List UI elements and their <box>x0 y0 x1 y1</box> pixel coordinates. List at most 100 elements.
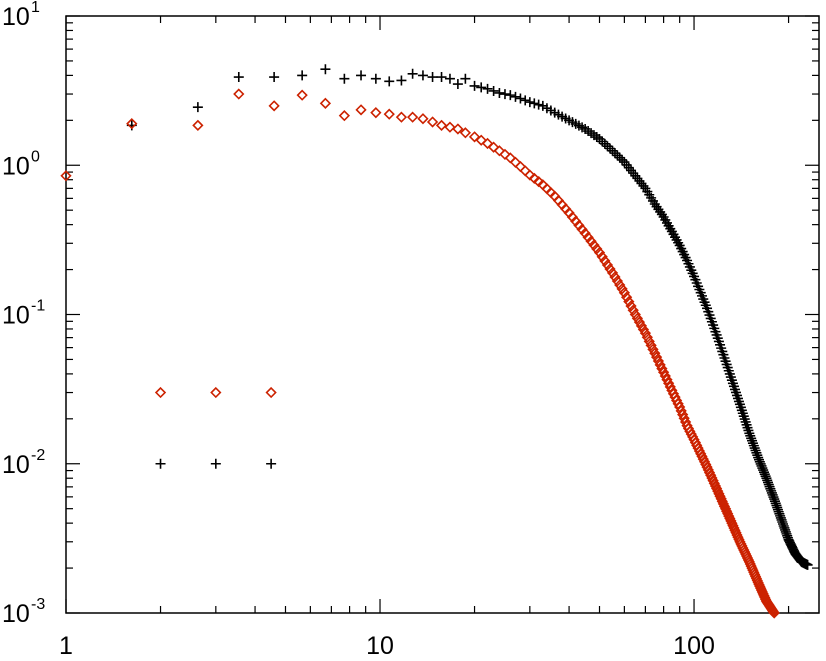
y-tick-label-base: 10 <box>2 451 30 479</box>
data-point <box>605 143 616 154</box>
legend-marker <box>154 386 167 399</box>
data-point <box>444 73 455 84</box>
data-point <box>417 113 429 125</box>
y-tick-label-base: 10 <box>2 600 30 628</box>
data-point <box>297 70 308 81</box>
data-point <box>504 152 516 164</box>
data-point <box>533 99 544 110</box>
series-diamond <box>60 88 780 619</box>
data-point <box>709 480 722 492</box>
data-point <box>488 85 499 96</box>
data-point <box>725 515 737 527</box>
data-point <box>519 165 531 177</box>
y-tick-label: 10 -3 <box>2 596 45 628</box>
data-point <box>452 79 463 90</box>
data-point <box>635 320 648 332</box>
data-point <box>606 267 619 279</box>
data-point <box>591 243 603 255</box>
x-tick-label: 100 <box>673 632 715 660</box>
data-point <box>749 443 760 454</box>
data-point <box>745 430 756 441</box>
data-point <box>319 97 332 109</box>
data-point <box>510 91 521 102</box>
x-tick-label: 1 <box>59 632 73 660</box>
data-point <box>611 275 624 287</box>
data-point <box>444 121 456 133</box>
y-tick-label-exponent: -1 <box>31 298 45 315</box>
data-point <box>269 72 280 83</box>
data-point <box>576 223 588 236</box>
data-point <box>625 300 637 312</box>
data-point <box>665 223 676 234</box>
data-point <box>616 283 628 295</box>
data-point <box>712 485 724 497</box>
data-point <box>747 435 758 446</box>
data-point <box>708 477 720 489</box>
legend-markers <box>154 386 277 469</box>
data-point <box>698 456 711 468</box>
data-point <box>192 119 204 132</box>
data-point <box>627 304 639 316</box>
data-point <box>754 456 765 467</box>
data-point <box>721 505 733 517</box>
data-point <box>602 141 613 152</box>
data-point <box>559 203 572 215</box>
data-point <box>623 295 635 308</box>
data-point <box>722 508 734 520</box>
legend-marker <box>210 386 222 399</box>
data-point <box>591 132 602 143</box>
data-point <box>355 104 367 116</box>
data-point <box>748 440 759 451</box>
data-point <box>436 72 447 83</box>
data-point <box>417 70 428 81</box>
data-point <box>599 255 611 267</box>
data-point <box>746 433 757 444</box>
data-point <box>639 327 652 339</box>
data-point <box>476 82 487 93</box>
data-point <box>656 209 667 220</box>
data-point <box>753 452 764 463</box>
data-point <box>753 454 764 465</box>
data-point <box>678 412 690 424</box>
data-point <box>664 381 676 393</box>
data-point <box>685 428 697 440</box>
data-point <box>493 145 506 157</box>
data-point <box>596 251 608 263</box>
data-point <box>407 68 418 79</box>
data-point <box>697 453 709 465</box>
data-point <box>617 154 628 165</box>
data-point <box>499 89 510 100</box>
data-point <box>703 466 716 479</box>
data-point <box>370 107 382 119</box>
data-point <box>712 333 723 344</box>
data-point <box>339 73 350 84</box>
data-point <box>545 105 556 116</box>
data-point <box>673 237 684 248</box>
data-point <box>731 529 743 541</box>
data-point <box>383 108 395 120</box>
data-point <box>659 370 671 382</box>
data-point <box>599 138 610 149</box>
data-point <box>296 89 308 101</box>
data-point <box>545 186 557 199</box>
data-point <box>707 475 719 487</box>
data-point <box>426 116 439 128</box>
data-point <box>577 122 588 133</box>
data-point <box>268 100 280 112</box>
x-tick-label: 10 <box>366 632 394 660</box>
y-axis-ticks <box>66 15 819 614</box>
data-point <box>661 374 673 386</box>
data-point <box>406 111 419 123</box>
data-point <box>609 148 620 159</box>
y-tick-label: 10 -2 <box>2 447 45 479</box>
data-point <box>631 312 644 324</box>
y-tick-label-exponent: 1 <box>31 0 40 16</box>
data-point <box>656 362 668 375</box>
data-point <box>802 559 813 570</box>
data-point <box>482 83 493 94</box>
data-point <box>675 405 687 417</box>
data-point <box>706 316 717 327</box>
data-point <box>520 95 531 106</box>
